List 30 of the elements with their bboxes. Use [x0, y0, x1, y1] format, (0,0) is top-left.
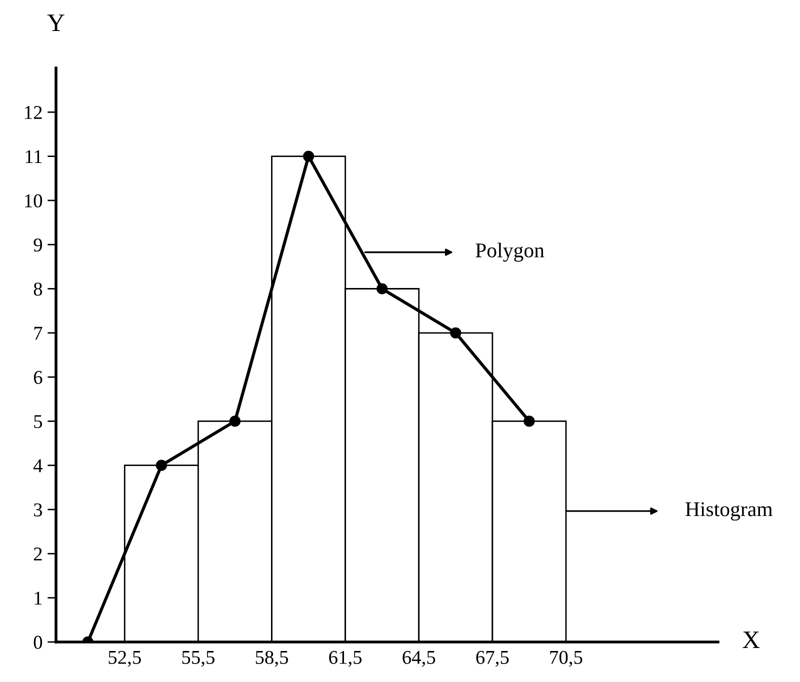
point — [229, 416, 241, 427]
y-tick-label: 1 — [34, 592, 42, 605]
annotation: Polygon — [476, 242, 544, 262]
y-tick-label: 5 — [34, 415, 42, 428]
point — [450, 327, 462, 338]
x-axis-title: X — [742, 632, 760, 648]
x-tick-label: 70,5 — [550, 650, 582, 667]
point — [156, 460, 167, 471]
y-tick-label: 0 — [34, 636, 42, 649]
x-tick-label: 58,5 — [256, 650, 288, 667]
x-tick-label: 67,5 — [476, 650, 509, 667]
y-tick-label: 7 — [34, 326, 42, 340]
y-tick-label: 3 — [34, 503, 42, 516]
x-tick-label: 55,5 — [182, 651, 214, 667]
x-tick-label: 64,5 — [402, 650, 436, 667]
x-tick-label: 52,5 — [108, 650, 141, 667]
y-tick-label: 9 — [34, 238, 42, 252]
y-tick-label: 4 — [33, 459, 42, 472]
y-axis-title: Y — [47, 14, 64, 31]
point — [376, 283, 388, 294]
annotation: Histogram — [686, 502, 773, 521]
y-tick-label: 6 — [34, 370, 42, 384]
x-tick-label: 61,5 — [329, 650, 362, 667]
y-tick-label: 11 — [26, 150, 42, 164]
point — [302, 150, 314, 162]
y-tick-label: 10 — [25, 194, 42, 208]
y-tick-label: 2 — [34, 548, 42, 560]
y-tick-label: 12 — [25, 106, 42, 119]
point — [524, 416, 535, 427]
y-tick-label: 8 — [34, 282, 42, 296]
